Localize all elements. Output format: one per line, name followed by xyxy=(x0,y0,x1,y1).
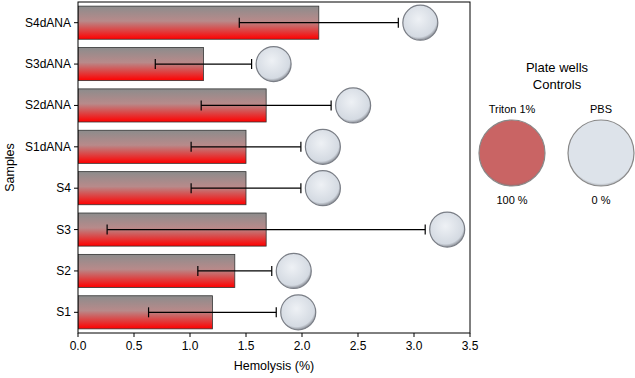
y-tick-label: S1dANA xyxy=(25,140,71,154)
error-cap xyxy=(331,100,332,110)
error-bar xyxy=(155,59,251,69)
error-cap xyxy=(425,225,426,235)
error-cap xyxy=(191,142,192,152)
x-tick-label: 3.0 xyxy=(406,339,423,353)
y-tick xyxy=(74,270,78,271)
chart: 0.0 0.5 1.0 1.5 2.0 2.5 3.0 3.5 S1 S2 S3 S4 S1dANA S2… xyxy=(0,0,635,378)
x-tick xyxy=(302,333,303,337)
error-bar xyxy=(239,18,398,28)
error-line xyxy=(198,270,272,271)
error-bar xyxy=(201,100,331,110)
y-tick xyxy=(74,22,78,23)
x-tick-label: 1.5 xyxy=(238,339,255,353)
x-tick xyxy=(78,333,79,337)
x-tick-label: 1.0 xyxy=(182,339,199,353)
error-cap xyxy=(300,142,301,152)
control-label: 100 % xyxy=(496,194,527,206)
plot-area xyxy=(78,5,465,330)
y-tick xyxy=(74,188,78,189)
plate-well xyxy=(276,253,311,288)
y-tick xyxy=(74,64,78,65)
error-cap xyxy=(155,59,156,69)
error-bar xyxy=(198,266,272,276)
y-tick-label: S3 xyxy=(56,223,71,237)
y-tick-label: S3dANA xyxy=(25,57,71,71)
plate-well xyxy=(403,5,438,40)
controls-title: Controls xyxy=(533,77,582,92)
error-cap xyxy=(107,225,108,235)
plate-well xyxy=(256,47,291,82)
plot-frame xyxy=(78,2,470,333)
y-tick xyxy=(74,229,78,230)
error-cap xyxy=(251,59,252,69)
plate-well xyxy=(281,295,316,330)
error-line xyxy=(149,312,277,313)
y-tick xyxy=(74,105,78,106)
x-tick xyxy=(246,333,247,337)
controls-title: Plate wells xyxy=(526,60,589,75)
error-cap xyxy=(239,18,240,28)
error-cap xyxy=(197,266,198,276)
y-tick-label: S1 xyxy=(56,305,71,319)
error-bar xyxy=(149,307,277,317)
x-tick-label: 2.0 xyxy=(294,339,311,353)
error-bar xyxy=(191,183,301,193)
x-axis-title: Hemolysis (%) xyxy=(234,359,315,373)
error-line xyxy=(107,229,425,230)
error-line xyxy=(155,63,251,64)
error-line xyxy=(239,22,398,23)
control-well xyxy=(479,120,545,186)
y-tick-label: S2dANA xyxy=(25,98,71,112)
x-tick-label: 0.5 xyxy=(126,339,143,353)
y-tick-label: S4 xyxy=(56,181,71,195)
y-tick-label: S2 xyxy=(56,264,71,278)
x-tick xyxy=(470,333,471,337)
control-name: Triton 1% xyxy=(489,103,536,115)
error-cap xyxy=(148,307,149,317)
error-bar xyxy=(191,142,301,152)
x-tick xyxy=(414,333,415,337)
error-cap xyxy=(201,100,202,110)
error-bar xyxy=(107,225,425,235)
x-tick xyxy=(190,333,191,337)
control-name: PBS xyxy=(590,103,612,115)
error-line xyxy=(191,146,301,147)
x-tick-label: 0.0 xyxy=(70,339,87,353)
error-cap xyxy=(191,183,192,193)
error-cap xyxy=(271,266,272,276)
x-tick-label: 3.5 xyxy=(462,339,479,353)
plate-well xyxy=(305,171,340,206)
error-cap xyxy=(398,18,399,28)
x-tick xyxy=(134,333,135,337)
error-cap xyxy=(276,307,277,317)
x-tick xyxy=(358,333,359,337)
control-well xyxy=(568,120,634,186)
error-line xyxy=(191,188,301,189)
plate-well xyxy=(305,129,340,164)
error-cap xyxy=(300,183,301,193)
plate-well xyxy=(336,88,371,123)
y-tick xyxy=(74,312,78,313)
error-line xyxy=(201,105,331,106)
y-tick-label: S4dANA xyxy=(25,16,71,30)
y-tick xyxy=(74,146,78,147)
plate-well xyxy=(430,212,465,247)
control-label: 0 % xyxy=(592,194,611,206)
y-axis-title: Samples xyxy=(3,143,17,192)
x-tick-label: 2.5 xyxy=(350,339,367,353)
